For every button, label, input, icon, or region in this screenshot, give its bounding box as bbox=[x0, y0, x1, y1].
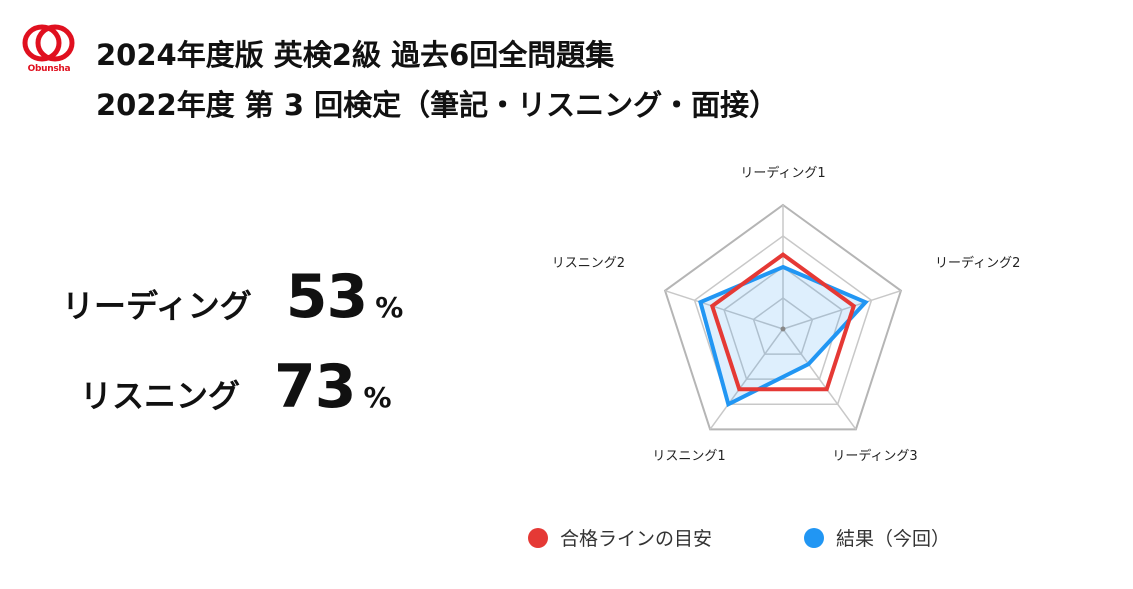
grid-spoke bbox=[664, 289, 784, 330]
reading-score-value: 53 bbox=[285, 262, 368, 332]
reading-score-unit: % bbox=[375, 291, 404, 324]
center-point bbox=[780, 326, 786, 332]
listening-score-value: 73 bbox=[274, 352, 356, 422]
grid-ring bbox=[663, 203, 903, 431]
listening-score: リスニング 73 % bbox=[80, 352, 392, 422]
listening-score-unit: % bbox=[363, 381, 392, 414]
legend-pass-label: 合格ラインの目安 bbox=[560, 528, 713, 550]
axis-label: リーディング3 bbox=[832, 448, 917, 464]
radar-chart: リーディング1 リーディング2 リーディング3 リスニング1 リスニング2 bbox=[552, 165, 1021, 464]
grid-spoke bbox=[709, 328, 784, 430]
legend-result: 結果（今回） bbox=[804, 524, 950, 551]
legend-result-swatch bbox=[804, 527, 824, 548]
grid-ring bbox=[693, 235, 873, 405]
axis-label: リーディング2 bbox=[935, 255, 1020, 271]
axis-label: リスニング1 bbox=[652, 449, 725, 464]
grid-ring bbox=[752, 297, 814, 355]
obunsha-logo: Obunsha bbox=[18, 22, 80, 84]
grid-ring bbox=[723, 266, 843, 380]
axis-label: リスニング2 bbox=[552, 256, 625, 271]
reading-score: リーディング 53 % bbox=[62, 262, 403, 332]
legend-pass-line: 合格ラインの目安 bbox=[528, 524, 712, 551]
listening-score-label: リスニング bbox=[80, 377, 241, 415]
legend-pass-swatch bbox=[528, 527, 548, 548]
title-line-1: 2024年度版 英検2級 過去6回全問題集 bbox=[96, 38, 615, 72]
series-pass-line bbox=[709, 252, 857, 392]
series-result bbox=[698, 264, 869, 408]
axis-label: リーディング1 bbox=[740, 165, 825, 181]
legend-result-label: 結果（今回） bbox=[836, 528, 951, 550]
logo-text: Obunsha bbox=[27, 64, 71, 74]
page-title: 2024年度版 英検2級 過去6回全問題集 2022年度 第 3 回検定（筆記・… bbox=[96, 30, 778, 130]
obunsha-logo-mark bbox=[22, 24, 75, 62]
reading-score-label: リーディング bbox=[62, 287, 252, 325]
grid-spoke bbox=[782, 328, 857, 430]
grid-spoke bbox=[782, 289, 902, 330]
title-line-2: 2022年度 第 3 回検定（筆記・リスニング・面接） bbox=[96, 88, 779, 122]
